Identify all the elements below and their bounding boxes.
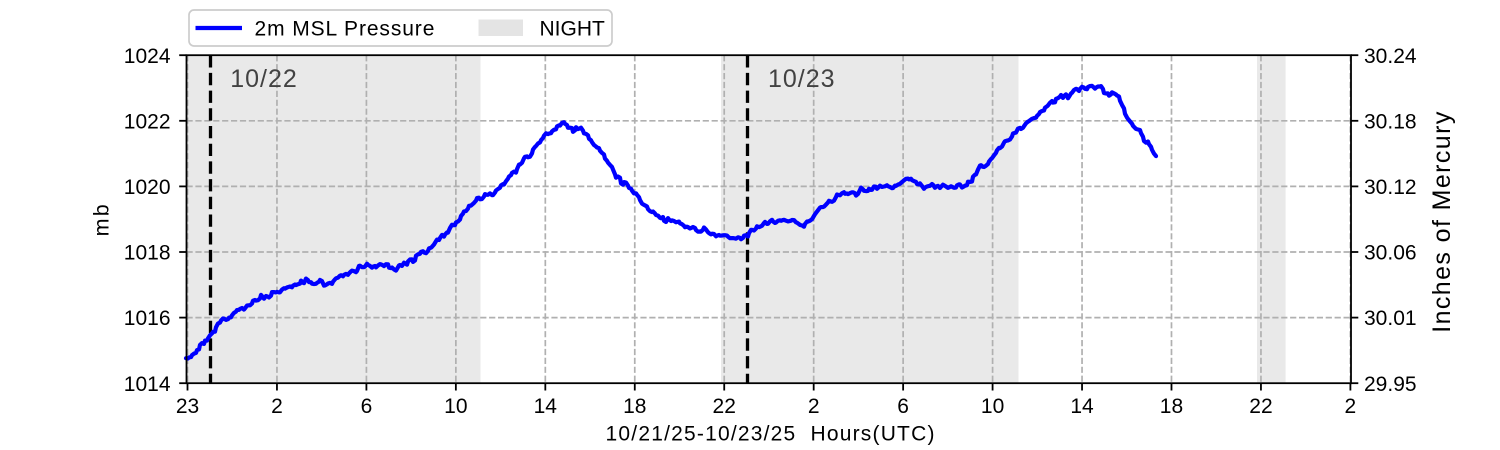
svg-text:30.12: 30.12: [1364, 176, 1417, 199]
svg-text:30.24: 30.24: [1364, 45, 1417, 68]
svg-text:2: 2: [271, 395, 283, 418]
svg-text:10: 10: [981, 395, 1004, 418]
svg-text:1016: 1016: [124, 307, 171, 330]
svg-text:30.06: 30.06: [1364, 242, 1417, 265]
svg-text:14: 14: [1070, 395, 1094, 418]
svg-text:22: 22: [1249, 395, 1272, 418]
svg-text:6: 6: [897, 395, 909, 418]
svg-text:2m MSL Pressure: 2m MSL Pressure: [255, 18, 436, 41]
svg-text:1020: 1020: [124, 176, 171, 199]
svg-text:1014: 1014: [124, 373, 171, 396]
svg-text:22: 22: [713, 395, 736, 418]
svg-text:29.95: 29.95: [1364, 373, 1417, 396]
svg-text:30.01: 30.01: [1364, 307, 1417, 330]
svg-text:mb: mb: [90, 202, 114, 236]
svg-text:1024: 1024: [124, 45, 171, 68]
svg-text:18: 18: [623, 395, 646, 418]
svg-text:2: 2: [1345, 395, 1357, 418]
svg-text:2: 2: [808, 395, 820, 418]
svg-text:1022: 1022: [124, 110, 171, 133]
svg-text:10: 10: [444, 395, 467, 418]
svg-text:Inches of Mercury: Inches of Mercury: [1428, 110, 1456, 332]
svg-text:14: 14: [534, 395, 558, 418]
svg-text:30.18: 30.18: [1364, 110, 1417, 133]
svg-text:6: 6: [361, 395, 373, 418]
svg-text:NIGHT: NIGHT: [540, 18, 606, 41]
svg-text:18: 18: [1160, 395, 1183, 418]
svg-text:10/23: 10/23: [768, 65, 836, 93]
svg-text:1018: 1018: [124, 242, 171, 265]
svg-text:10/21/25-10/23/25 Hours(UTC): 10/21/25-10/23/25 Hours(UTC): [606, 423, 936, 446]
svg-text:23: 23: [176, 395, 199, 418]
svg-text:10/22: 10/22: [230, 65, 298, 93]
